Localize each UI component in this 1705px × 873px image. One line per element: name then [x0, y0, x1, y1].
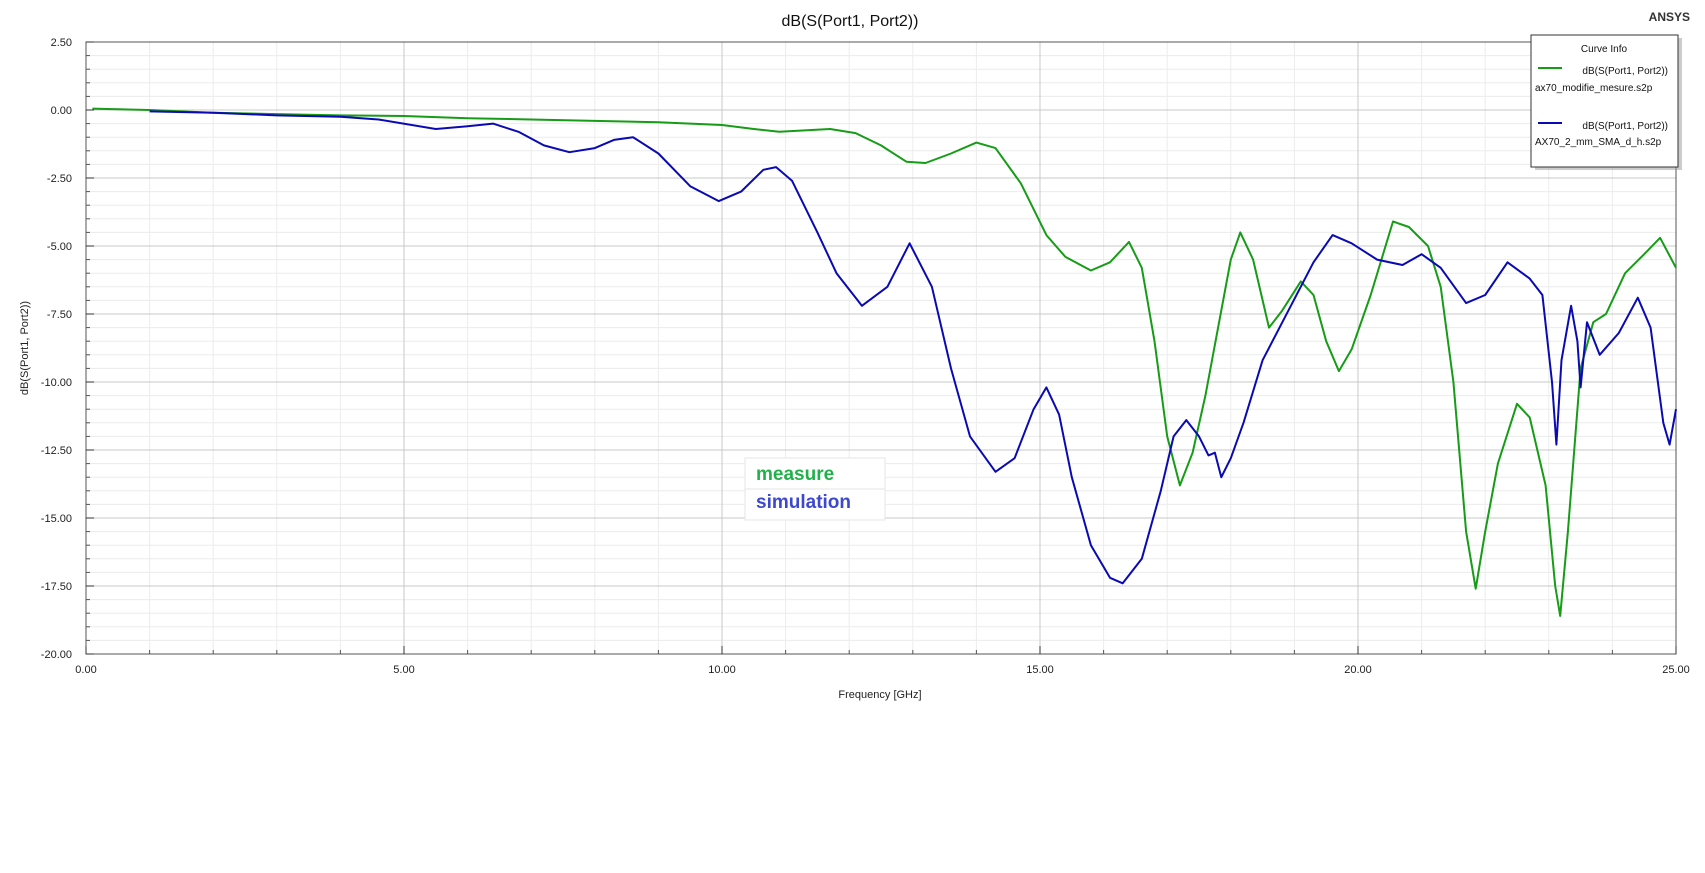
annotation-measure: measure — [756, 464, 834, 485]
legend-entry-source: ax70_modifie_mesure.s2p — [1535, 83, 1653, 94]
y-tick-label: -2.50 — [47, 173, 72, 185]
plot-frame — [85, 41, 1677, 655]
chart-title: dB(S(Port1, Port2)) — [782, 13, 919, 30]
y-tick-label: -15.00 — [41, 513, 72, 525]
y-tick-labels: 2.50 0.00 -2.50 -5.00 -7.50 -10.00 -12.50 -15.0… — [41, 37, 72, 661]
grid-major — [85, 41, 1677, 655]
y-tick-label: 2.50 — [51, 37, 72, 49]
series-line-simulation — [149, 110, 1677, 585]
legend-entry-name: dB(S(Port1, Port2)) — [1582, 121, 1668, 132]
y-axis-label: dB(S(Port1, Port2)) — [19, 301, 31, 395]
y-tick-label: -7.50 — [47, 309, 72, 321]
x-tick-label: 15.00 — [1026, 664, 1054, 676]
y-tick-label: -10.00 — [41, 377, 72, 389]
y-tick-label: -12.50 — [41, 445, 72, 457]
y-tick-label: -20.00 — [41, 649, 72, 661]
y-tick-label: 0.00 — [51, 105, 72, 117]
x-axis-label: Frequency [GHz] — [838, 689, 921, 701]
legend-title: Curve Info — [1581, 44, 1628, 55]
annotation-simulation: simulation — [756, 492, 851, 513]
series-line-measure — [92, 107, 1677, 617]
series-layer — [92, 107, 1677, 617]
y-tick-label: -17.50 — [41, 581, 72, 593]
x-tick-label: 0.00 — [75, 664, 96, 676]
x-tick-label: 25.00 — [1662, 664, 1690, 676]
x-tick-label: 20.00 — [1344, 664, 1372, 676]
ansys-logo: ANSYS — [1649, 10, 1690, 24]
x-tick-label: 10.00 — [708, 664, 736, 676]
axis-ticks — [85, 41, 1677, 655]
x-tick-label: 5.00 — [393, 664, 414, 676]
annotation-box: measure simulation — [744, 457, 886, 521]
legend-entry-source: AX70_2_mm_SMA_d_h.s2p — [1535, 137, 1662, 148]
y-tick-label: -5.00 — [47, 241, 72, 253]
x-tick-labels: 0.00 5.00 10.00 15.00 20.00 25.00 — [75, 664, 1689, 676]
legend[interactable]: Curve Info dB(S(Port1, Port2)) ax70_modi… — [1530, 34, 1682, 170]
legend-entry-name: dB(S(Port1, Port2)) — [1582, 66, 1668, 77]
